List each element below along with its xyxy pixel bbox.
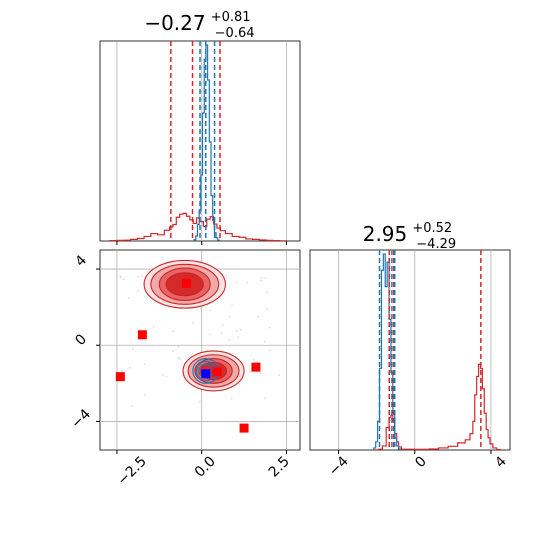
data-layer (109, 41, 502, 450)
title-param2-minus: −4.29 (416, 237, 456, 252)
sample-dot-42 (131, 347, 134, 350)
sample-dot-6 (249, 371, 252, 373)
sample-dot-65 (152, 325, 155, 328)
sample-dot-35 (199, 308, 202, 310)
sample-dot-33 (256, 315, 259, 318)
sample-dot-40 (246, 281, 248, 284)
sample-dot-56 (259, 372, 262, 374)
sample-dot-10 (266, 291, 269, 294)
sample-dot-26 (225, 275, 228, 277)
marker-red-5 (212, 367, 222, 377)
title-param1: −0.27 +0.81 −0.64 (144, 6, 255, 41)
hist-param2-series-b (373, 253, 402, 450)
xtick-param2-0: −4 (326, 453, 352, 479)
title-param1-median: −0.27 (144, 11, 205, 35)
hist-param2-series-a (374, 363, 502, 450)
sample-dot-15 (178, 358, 181, 360)
title-param1-minus: −0.64 (215, 26, 255, 41)
sample-dot-66 (127, 296, 130, 299)
scatter-2d-group (115, 259, 280, 433)
sample-dot-41 (137, 289, 139, 292)
tick-marks (96, 241, 492, 454)
hist-param1-series-a (109, 212, 288, 241)
sample-dot-1 (165, 375, 168, 378)
sample-dot-39 (172, 350, 174, 352)
xtick-param2-1: 0 (412, 454, 430, 472)
hist-param2-group (373, 250, 502, 450)
sample-dot-4 (239, 328, 242, 331)
marker-red-4 (251, 362, 261, 372)
xtick-param1-2: 2.5 (266, 454, 293, 481)
sample-dot-48 (260, 279, 263, 282)
sample-dot-32 (263, 340, 266, 343)
marker-red-3 (239, 423, 249, 433)
sample-dot-47 (141, 275, 144, 278)
ytick-param2-1: 0 (72, 331, 90, 349)
title-param1-plus: +0.81 (211, 10, 251, 25)
sample-dot-44 (278, 374, 280, 377)
hist-param1-group (109, 41, 288, 241)
marker-red-2 (115, 372, 125, 382)
sample-dot-2 (235, 330, 238, 333)
sample-dot-13 (222, 323, 224, 326)
sample-dot-49 (260, 277, 263, 280)
sample-dot-43 (143, 394, 146, 397)
sample-dot-63 (209, 309, 212, 312)
sample-dot-51 (121, 370, 123, 373)
xtick-param1-1: 0.0 (192, 454, 219, 481)
sample-dot-59 (119, 276, 122, 279)
sample-dot-36 (269, 349, 271, 352)
sample-dot-52 (131, 405, 134, 407)
sample-dot-12 (266, 308, 269, 311)
sample-dot-30 (172, 330, 175, 333)
title-param2-median: 2.95 (363, 222, 408, 246)
sample-dot-64 (161, 373, 164, 376)
sample-dot-34 (220, 332, 223, 335)
title-param2: 2.95 +0.52 −4.29 (363, 217, 458, 252)
xtick-param1-0: −2.5 (114, 454, 149, 489)
sample-dot-54 (237, 336, 240, 339)
sample-dot-25 (177, 356, 180, 359)
sample-dot-19 (268, 326, 271, 329)
marker-blue-0 (201, 369, 211, 379)
sample-dot-61 (122, 278, 125, 281)
sample-dot-22 (208, 333, 211, 336)
sample-dot-62 (149, 268, 152, 271)
sample-dot-24 (264, 397, 267, 400)
xtick-param2-2: 4 (492, 453, 510, 471)
sample-dot-16 (252, 358, 255, 361)
sample-dot-69 (137, 275, 139, 278)
sample-dot-5 (228, 315, 231, 318)
sample-dot-46 (192, 321, 195, 324)
sample-dot-20 (235, 281, 238, 284)
sample-dot-21 (128, 366, 131, 369)
marker-red-1 (137, 330, 147, 340)
sample-dot-68 (198, 400, 201, 403)
ytick-param2-2: 4 (72, 252, 90, 270)
sample-dot-17 (143, 363, 146, 366)
sample-dot-29 (177, 345, 180, 348)
marker-red-0 (181, 278, 191, 288)
sample-dot-8 (230, 397, 233, 400)
sample-dot-14 (264, 277, 267, 280)
ytick-param2-0: −4 (68, 406, 94, 432)
title-param2-plus: +0.52 (412, 221, 452, 236)
panel-param2-hist (309, 249, 511, 451)
hist-param1-series-b (193, 44, 221, 241)
grid-lines (100, 41, 492, 450)
sample-dot-9 (228, 339, 231, 342)
sample-dot-67 (231, 304, 233, 307)
